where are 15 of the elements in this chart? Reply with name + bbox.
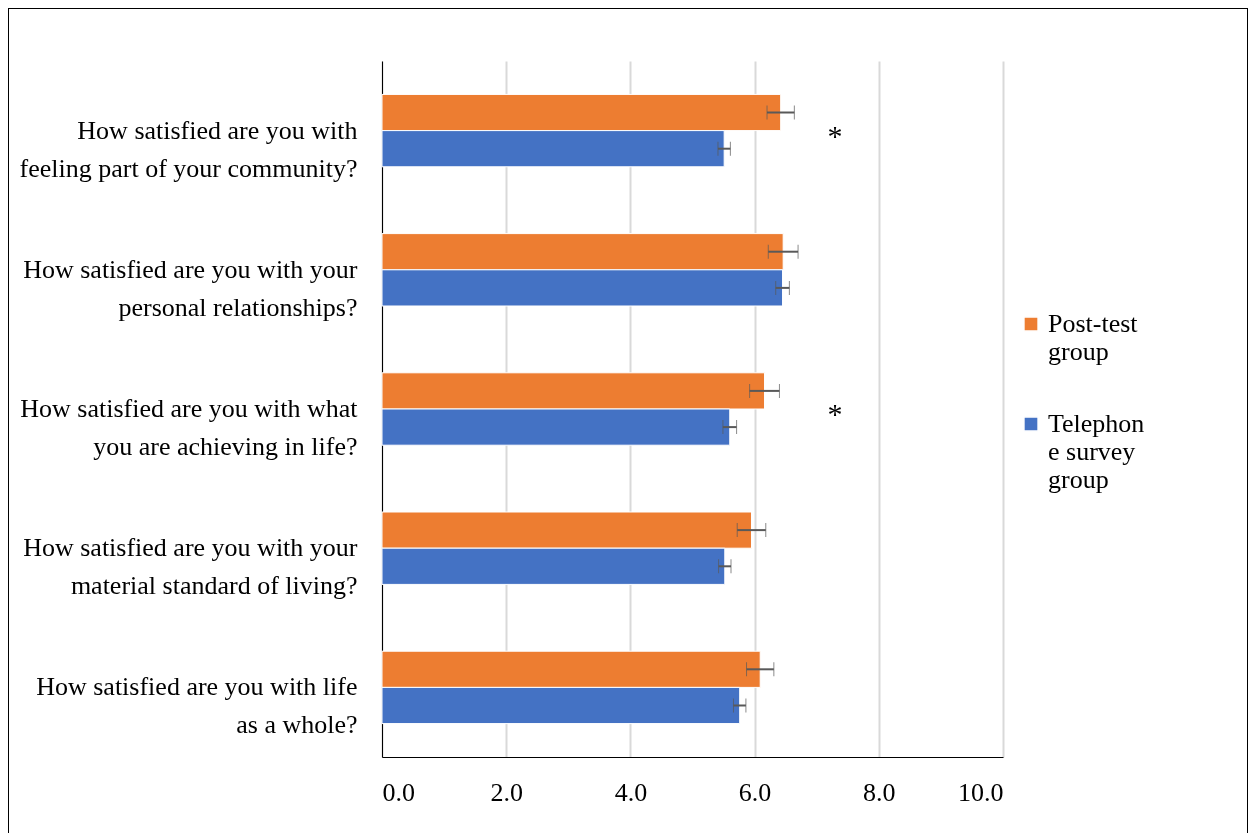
x-tick-label: 0.0 bbox=[382, 777, 415, 807]
y-tick-label: How satisfied are you with feeling part of your community? bbox=[19, 115, 358, 183]
legend-label: Post-test group bbox=[1048, 309, 1139, 366]
x-tick-label: 2.0 bbox=[490, 777, 523, 807]
x-tick-label: 10.0 bbox=[958, 777, 1004, 807]
y-tick-label: How satisfied are you with your material standard of living? bbox=[23, 533, 358, 601]
legend-label: Telephone survey group bbox=[1048, 409, 1145, 494]
y-tick-label: How satisfied are you with life as a whole? bbox=[36, 672, 358, 740]
x-tick-label: 6.0 bbox=[738, 777, 772, 807]
x-tick-label: 8.0 bbox=[863, 777, 896, 807]
annotation: * bbox=[827, 118, 843, 152]
x-tick-label: 4.0 bbox=[614, 777, 648, 807]
y-tick-label: How satisfied are you with your personal relationships? bbox=[23, 254, 358, 322]
y-tick-label: How satisfied are you with what you are achieving in life? bbox=[20, 394, 359, 461]
annotation: * bbox=[827, 397, 843, 430]
